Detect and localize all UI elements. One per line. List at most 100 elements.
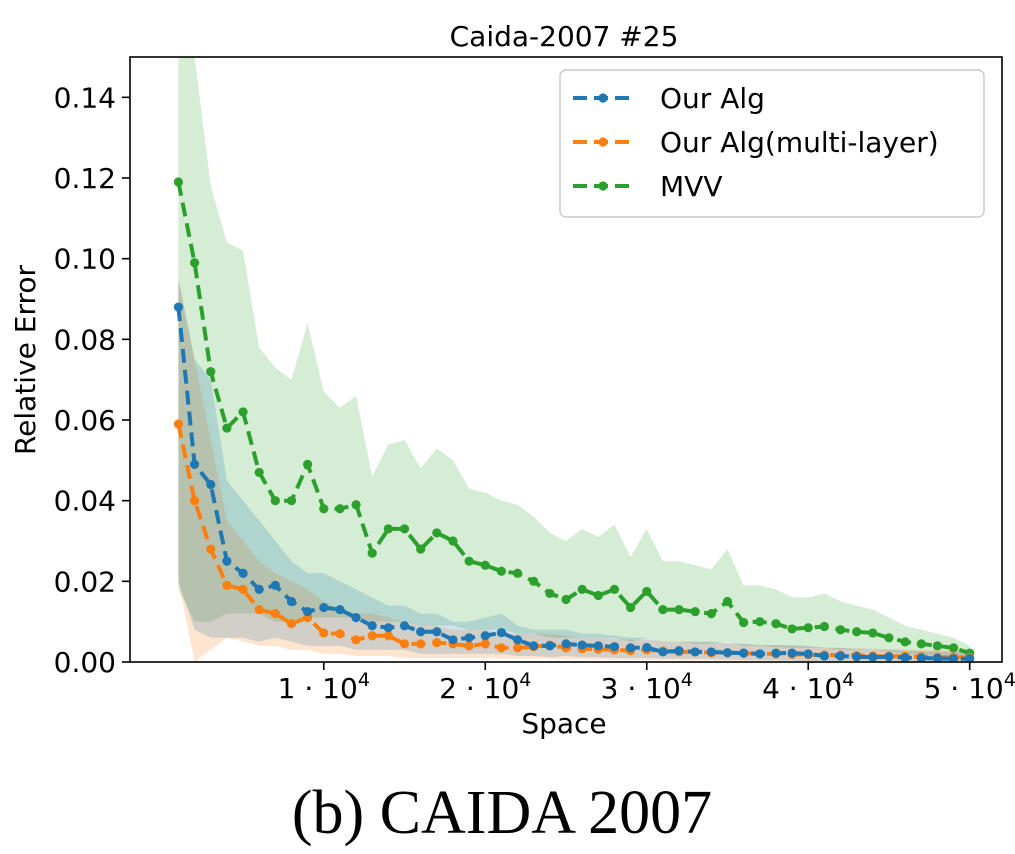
data-point [222,556,232,566]
data-point [722,648,733,658]
data-point [755,617,765,627]
data-point [206,479,216,490]
x-tick-exponent: 4 [519,669,531,691]
chart-title: Caida-2007 #25 [450,20,679,53]
data-point [561,639,571,649]
plot-area [129,56,1003,663]
data-point [948,643,959,653]
legend-swatch-marker [598,93,608,103]
data-point [399,621,410,631]
legend: Our Alg Our Alg(multi-layer) MVV [559,69,985,218]
data-point [319,628,329,638]
data-point [545,641,555,651]
data-point [335,629,345,639]
y-tick-label: 0.06 [54,404,116,437]
x-tick-exponent: 4 [842,669,854,691]
data-point [416,544,426,554]
data-point [803,649,813,659]
data-point [916,653,926,662]
data-point [609,584,620,595]
data-point [270,580,280,590]
data-point [496,627,507,638]
y-axis: 0.00 0.02 0.04 0.06 0.08 0.10 0.12 0.14 [54,81,130,679]
data-point [512,568,523,578]
data-point [480,560,490,570]
x-tick-mantissa: 1 [278,672,296,705]
data-point [367,548,377,558]
data-point [480,631,490,641]
data-point [464,641,474,651]
data-point [173,302,184,312]
band-0 [178,278,970,662]
data-point [965,654,975,662]
data-point [706,609,716,619]
data-point [222,580,232,590]
x-tick-mantissa: 5 [924,672,942,705]
data-point [496,566,507,576]
data-point [625,643,636,653]
data-point [948,654,959,662]
data-point [496,643,507,653]
data-point [609,642,620,652]
data-point [755,649,765,659]
data-point [658,604,668,615]
data-point [222,423,232,433]
data-point [383,623,393,633]
x-tick-times-ten: · 10 [457,672,519,705]
x-tick-exponent: 4 [358,669,370,691]
x-tick-times-ten: · 10 [295,672,357,705]
data-point [577,640,587,650]
data-point [690,647,700,657]
x-tick-times-ten: · 10 [780,672,842,705]
data-point [674,646,684,656]
data-point [916,639,926,649]
data-point [319,504,329,514]
data-point [432,528,442,538]
data-point [577,584,587,595]
series-lines [173,177,975,662]
confidence-bands [178,57,970,662]
x-tick-label: 3 · 104 [601,669,693,705]
data-point [367,621,377,631]
data-point [739,617,749,628]
data-point [771,648,781,658]
y-axis-label: Relative Error [9,264,42,455]
data-point [286,496,297,506]
y-tick-label: 0.02 [54,565,116,598]
y-tick-label: 0.08 [54,323,116,356]
data-point [593,590,603,601]
data-point [254,604,264,615]
data-point [416,627,426,637]
data-point [658,647,668,657]
data-point [819,651,829,661]
x-tick-label: 2 · 104 [439,669,531,705]
data-point [642,586,652,597]
data-point [561,594,571,605]
data-point [868,628,878,638]
y-tick-label: 0.14 [54,81,116,114]
legend-label: MVV [660,170,722,203]
x-tick-times-ten: · 10 [618,672,680,705]
x-axis-label: Space [521,707,606,740]
y-tick-label: 0.10 [54,243,116,276]
legend-label: Our Alg [660,82,765,115]
data-point [835,625,846,635]
y-tick-label: 0.04 [54,485,116,518]
y-tick-label: 0.00 [54,646,116,679]
data-point [464,556,474,566]
figure-caption: (b) CAIDA 2007 [292,779,712,847]
data-point [512,643,523,653]
data-point [238,568,248,578]
data-point [286,619,297,629]
data-point [335,504,345,514]
data-point [189,258,200,268]
data-point [642,642,652,653]
data-point [351,613,361,623]
data-point [189,459,200,469]
x-tick-label: 1 · 104 [278,669,370,705]
data-point [900,637,910,647]
data-point [884,652,894,662]
data-point [173,419,184,429]
x-tick-mantissa: 4 [762,672,780,705]
